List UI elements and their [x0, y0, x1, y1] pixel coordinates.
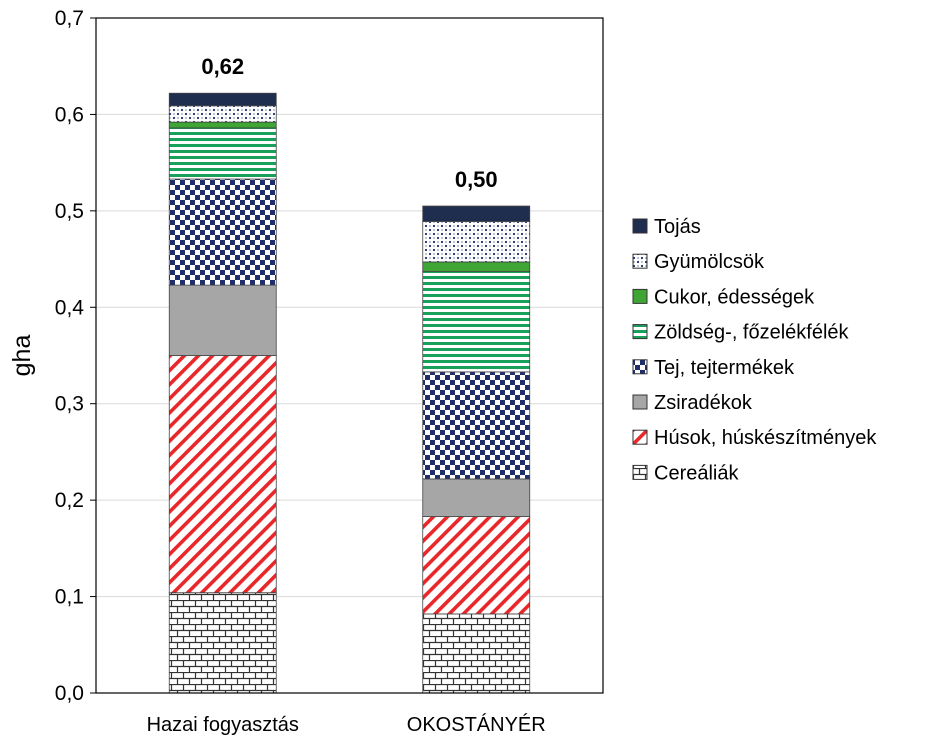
legend-swatch [633, 395, 647, 409]
x-tick-label: Hazai fogyasztás [147, 714, 299, 736]
bar-segment [169, 106, 276, 122]
legend-swatch [633, 360, 647, 374]
legend-swatch [633, 289, 647, 303]
legend-label: Zsiradékok [654, 392, 753, 414]
bar-segment [169, 93, 276, 106]
bar-segment [169, 179, 276, 285]
legend-swatch [633, 325, 647, 339]
bar-segment [423, 517, 530, 614]
y-tick-label: 0,0 [55, 682, 84, 705]
data-label-total: 0,62 [201, 54, 244, 79]
bar-segment [423, 206, 530, 221]
legend-swatch [633, 254, 647, 268]
x-tick-label: OKOSTÁNYÉR [407, 713, 546, 736]
y-tick-label: 0,3 [55, 393, 84, 416]
bar-segment [423, 372, 530, 479]
legend-label: Húsok, húskészítmények [654, 427, 877, 449]
y-tick-label: 0,4 [55, 296, 85, 319]
bar-segment [423, 262, 530, 272]
legend-label: Gyümölcsök [654, 251, 765, 273]
bar-segment [423, 272, 530, 372]
legend-label: Tojás [654, 216, 701, 238]
legend-label: Cukor, édességek [654, 286, 815, 308]
legend-swatch [633, 465, 647, 479]
bar-segment [169, 285, 276, 355]
bar-segment [169, 593, 276, 693]
legend-swatch [633, 219, 647, 233]
y-tick-label: 0,1 [55, 586, 84, 609]
bar-segment [169, 356, 276, 593]
legend-swatch [633, 430, 647, 444]
y-tick-label: 0,7 [55, 7, 84, 30]
legend-label: Tej, tejtermékek [654, 357, 795, 379]
bar-segment [169, 128, 276, 179]
bar-segment [423, 614, 530, 693]
bar-segment [169, 122, 276, 128]
bar-segment [423, 479, 530, 517]
y-tick-label: 0,2 [55, 489, 84, 512]
y-tick-label: 0,5 [55, 200, 84, 223]
y-axis-label: gha [8, 335, 36, 377]
data-label-total: 0,50 [455, 167, 498, 192]
legend-label: Zöldség-, főzelékfélék [654, 322, 850, 344]
bar-segment [423, 221, 530, 262]
legend-label: Cereáliák [654, 462, 739, 484]
y-tick-label: 0,6 [55, 103, 84, 126]
